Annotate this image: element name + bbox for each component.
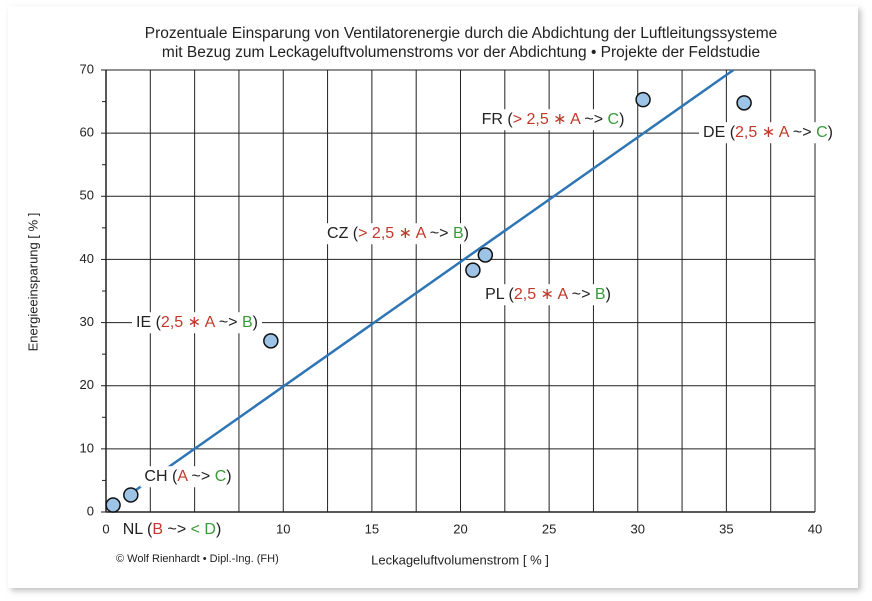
annotation-part: FR (: [482, 111, 514, 128]
x-tick-label: 15: [365, 521, 379, 536]
point: [736, 95, 752, 111]
annotation: CH (A ~> C): [140, 466, 236, 488]
y-tick-label: 70: [80, 61, 94, 76]
chart-title: Prozentuale Einsparung von Ventilatorene…: [145, 25, 777, 42]
annotation-part: ): [606, 286, 611, 303]
annotation-part: B: [152, 521, 163, 538]
x-axis-label: Leckageluftvolumenstrom [ % ]: [371, 552, 549, 567]
annotation-part: > 2,5 ∗ A: [513, 111, 581, 128]
annotation-part: A: [177, 468, 188, 485]
annotation: CZ (> 2,5 ∗ A ~> B): [323, 223, 473, 245]
annotation-part: B: [242, 314, 253, 331]
y-tick-label: 40: [80, 251, 94, 266]
annotation-part: C: [215, 468, 227, 485]
annotation-part: 2,5 ∗ A: [514, 286, 569, 303]
annotation-text: NL (B ~> < D): [123, 521, 222, 538]
annotation-part: > 2,5 ∗ A: [358, 225, 426, 242]
annotation-bg: [477, 109, 629, 131]
y-axis-label: Energieeinsparung [ % ]: [25, 213, 40, 352]
y-tick-label: 20: [80, 377, 94, 392]
annotation-bg: [323, 223, 473, 245]
annotation-part: ~>: [425, 225, 453, 242]
point: [465, 262, 481, 278]
annotation-part: C: [816, 124, 828, 141]
annotation-text: PL (2,5 ∗ A ~> B): [485, 286, 611, 303]
annotation-part: C: [608, 111, 620, 128]
annotation-part: ~>: [580, 111, 608, 128]
annotation-part: ): [828, 124, 833, 141]
y-tick-label: 30: [80, 314, 94, 329]
credit: © Wolf Rienhardt • Dipl.-Ing. (FH): [116, 553, 279, 565]
y-tick-label: 50: [80, 188, 94, 203]
annotation-part: 2,5 ∗ A: [161, 314, 216, 331]
annotation-part: ): [226, 468, 231, 485]
annotation-text: IE (2,5 ∗ A ~> B): [136, 314, 258, 331]
annotation-text: CH (A ~> C): [144, 468, 231, 485]
annotation-part: DE (: [703, 124, 736, 141]
annotation-part: ): [619, 111, 624, 128]
annotation-part: ): [253, 314, 258, 331]
card: [8, 6, 858, 588]
annotation: IE (2,5 ∗ A ~> B): [132, 312, 262, 334]
annotation-bg: [481, 284, 615, 306]
annotation-part: IE (: [136, 314, 162, 331]
annotation-bg: [699, 122, 837, 144]
annotation-part: B: [453, 225, 464, 242]
x-tick-label: 20: [453, 521, 467, 536]
point: [123, 487, 139, 503]
annotation-part: ~>: [567, 286, 595, 303]
annotation-text: FR (> 2,5 ∗ A ~> C): [482, 111, 625, 128]
chart-subtitle: mit Bezug zum Leckageluftvolumenstroms v…: [162, 44, 760, 61]
annotation: NL (B ~> < D): [118, 519, 226, 541]
point: [105, 497, 121, 513]
annotation: PL (2,5 ∗ A ~> B): [481, 284, 615, 306]
annotation-part: NL (: [123, 521, 153, 538]
annotation-part: ): [216, 521, 221, 538]
annotation: FR (> 2,5 ∗ A ~> C): [477, 109, 629, 131]
annotation-text: CZ (> 2,5 ∗ A ~> B): [327, 225, 469, 242]
annotation-part: ~>: [187, 468, 215, 485]
annotation-part: B: [595, 286, 606, 303]
annotation-part: CZ (: [327, 225, 359, 242]
annotation-part: PL (: [485, 286, 514, 303]
y-tick-label: 60: [80, 125, 94, 140]
annotation-bg: [118, 519, 226, 541]
point: [635, 91, 651, 108]
y-tick-label: 10: [80, 440, 94, 455]
x-tick-label: 35: [719, 521, 733, 536]
y-tick-label: 0: [87, 503, 94, 518]
annotation-bg: [132, 312, 262, 334]
annotation-text: DE (2,5 ∗ A ~> C): [703, 124, 833, 141]
x-tick-label: 25: [542, 521, 556, 536]
annotation-part: 2,5 ∗ A: [735, 124, 790, 141]
annotation-part: ~>: [788, 124, 816, 141]
x-tick-label: 30: [631, 521, 645, 536]
trendline: [135, 68, 735, 491]
annotation-part: CH (: [144, 468, 178, 485]
annotation-bg: [140, 466, 236, 488]
x-tick-label: 0: [102, 521, 109, 536]
point: [477, 247, 494, 263]
annotation-part: ~>: [163, 521, 191, 538]
annotation-part: ): [464, 225, 469, 242]
point: [263, 333, 279, 349]
annotation-part: ~>: [214, 314, 242, 331]
annotation: DE (2,5 ∗ A ~> C): [699, 122, 837, 144]
annotation-part: < D: [191, 521, 216, 538]
x-tick-label: 10: [276, 521, 290, 536]
x-tick-label: 40: [808, 521, 822, 536]
